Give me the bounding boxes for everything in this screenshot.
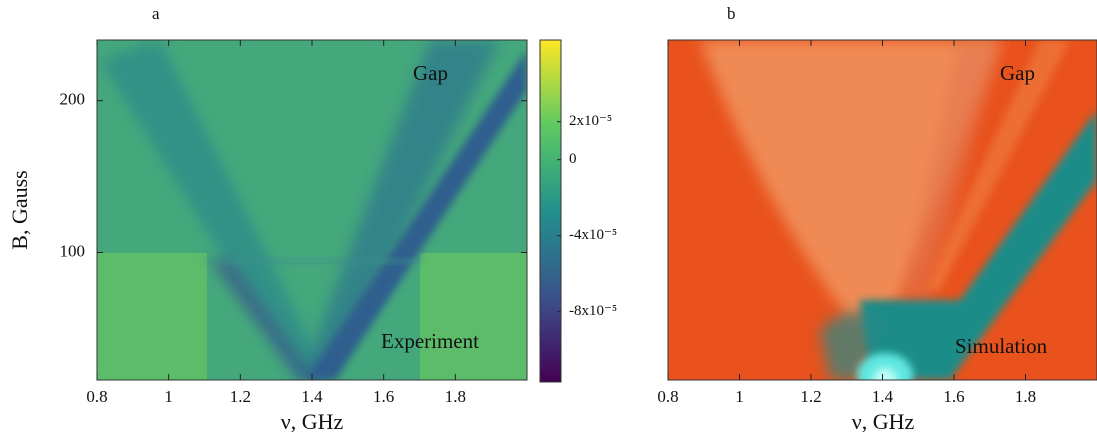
x-tick-label: 1.6 bbox=[373, 387, 394, 406]
annotation: Gap bbox=[413, 61, 448, 85]
x-tick-label: 0.8 bbox=[657, 387, 678, 406]
x-tick-label: 1.8 bbox=[1015, 387, 1036, 406]
y-axis-label: B, Gauss bbox=[7, 170, 32, 249]
annotation: Experiment bbox=[381, 329, 479, 353]
x-axis-label: ν, GHz bbox=[852, 409, 915, 434]
x-tick-label: 1.8 bbox=[445, 387, 466, 406]
x-tick-label: 1 bbox=[164, 387, 173, 406]
colorbar bbox=[539, 39, 562, 383]
y-tick-label: 200 bbox=[60, 90, 86, 109]
x-tick-label: 1.4 bbox=[872, 387, 894, 406]
colorbar-tick-label: 0 bbox=[569, 151, 577, 167]
x-tick-label: 0.8 bbox=[86, 387, 107, 406]
panel-label: b bbox=[727, 4, 736, 23]
colorbar-tick-label: 2x10⁻⁵ bbox=[569, 113, 612, 129]
colorbar-tick-label: -8x10⁻⁵ bbox=[569, 303, 617, 319]
x-tick-label: 1.2 bbox=[230, 387, 251, 406]
panel-label: a bbox=[152, 4, 160, 23]
heatmap-a bbox=[97, 40, 527, 380]
x-tick-label: 1.4 bbox=[301, 387, 323, 406]
colorbar-tick-label: -4x10⁻⁵ bbox=[569, 227, 617, 243]
heatmap-b bbox=[668, 40, 1097, 380]
y-tick-label: 100 bbox=[60, 241, 86, 260]
x-tick-label: 1.2 bbox=[800, 387, 821, 406]
x-tick-label: 1 bbox=[735, 387, 744, 406]
annotation: Gap bbox=[1000, 61, 1035, 85]
x-axis-label: ν, GHz bbox=[281, 409, 344, 434]
x-tick-label: 1.6 bbox=[943, 387, 964, 406]
annotation: Simulation bbox=[955, 334, 1048, 358]
